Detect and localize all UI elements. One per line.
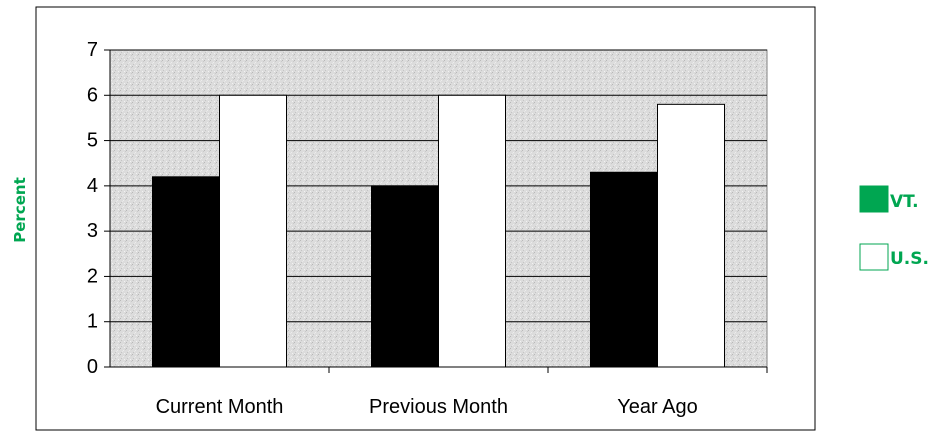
bar-vt-2 [590,171,658,368]
bar-us-0 [219,94,287,368]
y-tick-label: 5 [87,130,98,152]
legend-swatch-vt [859,185,889,213]
y-tick-label: 7 [87,39,98,61]
y-tick-label: 1 [87,311,98,333]
x-category-label: Previous Month [369,396,508,418]
y-axis-ticks: 0 1 2 3 4 5 6 7 [87,39,110,378]
y-tick-label: 2 [87,265,98,287]
bar-vt-0 [152,176,220,368]
bar-us-1 [438,94,506,368]
bar-us-2 [657,103,725,368]
x-category-label: Year Ago [617,396,697,418]
legend: VT. U.S. [859,185,929,271]
y-tick-label: 6 [87,84,98,106]
bars [152,94,725,368]
legend-label-us: U.S. [890,249,929,269]
x-category-label: Current Month [156,396,284,418]
y-tick-label: 0 [87,356,98,378]
y-axis-label: Percent [11,177,29,242]
bar-vt-1 [371,185,439,368]
x-axis-categories: Current Month Previous Month Year Ago [156,367,768,418]
y-tick-label: 3 [87,220,98,242]
legend-swatch-us [859,243,889,271]
y-tick-label: 4 [87,175,98,197]
legend-label-vt: VT. [890,192,919,212]
